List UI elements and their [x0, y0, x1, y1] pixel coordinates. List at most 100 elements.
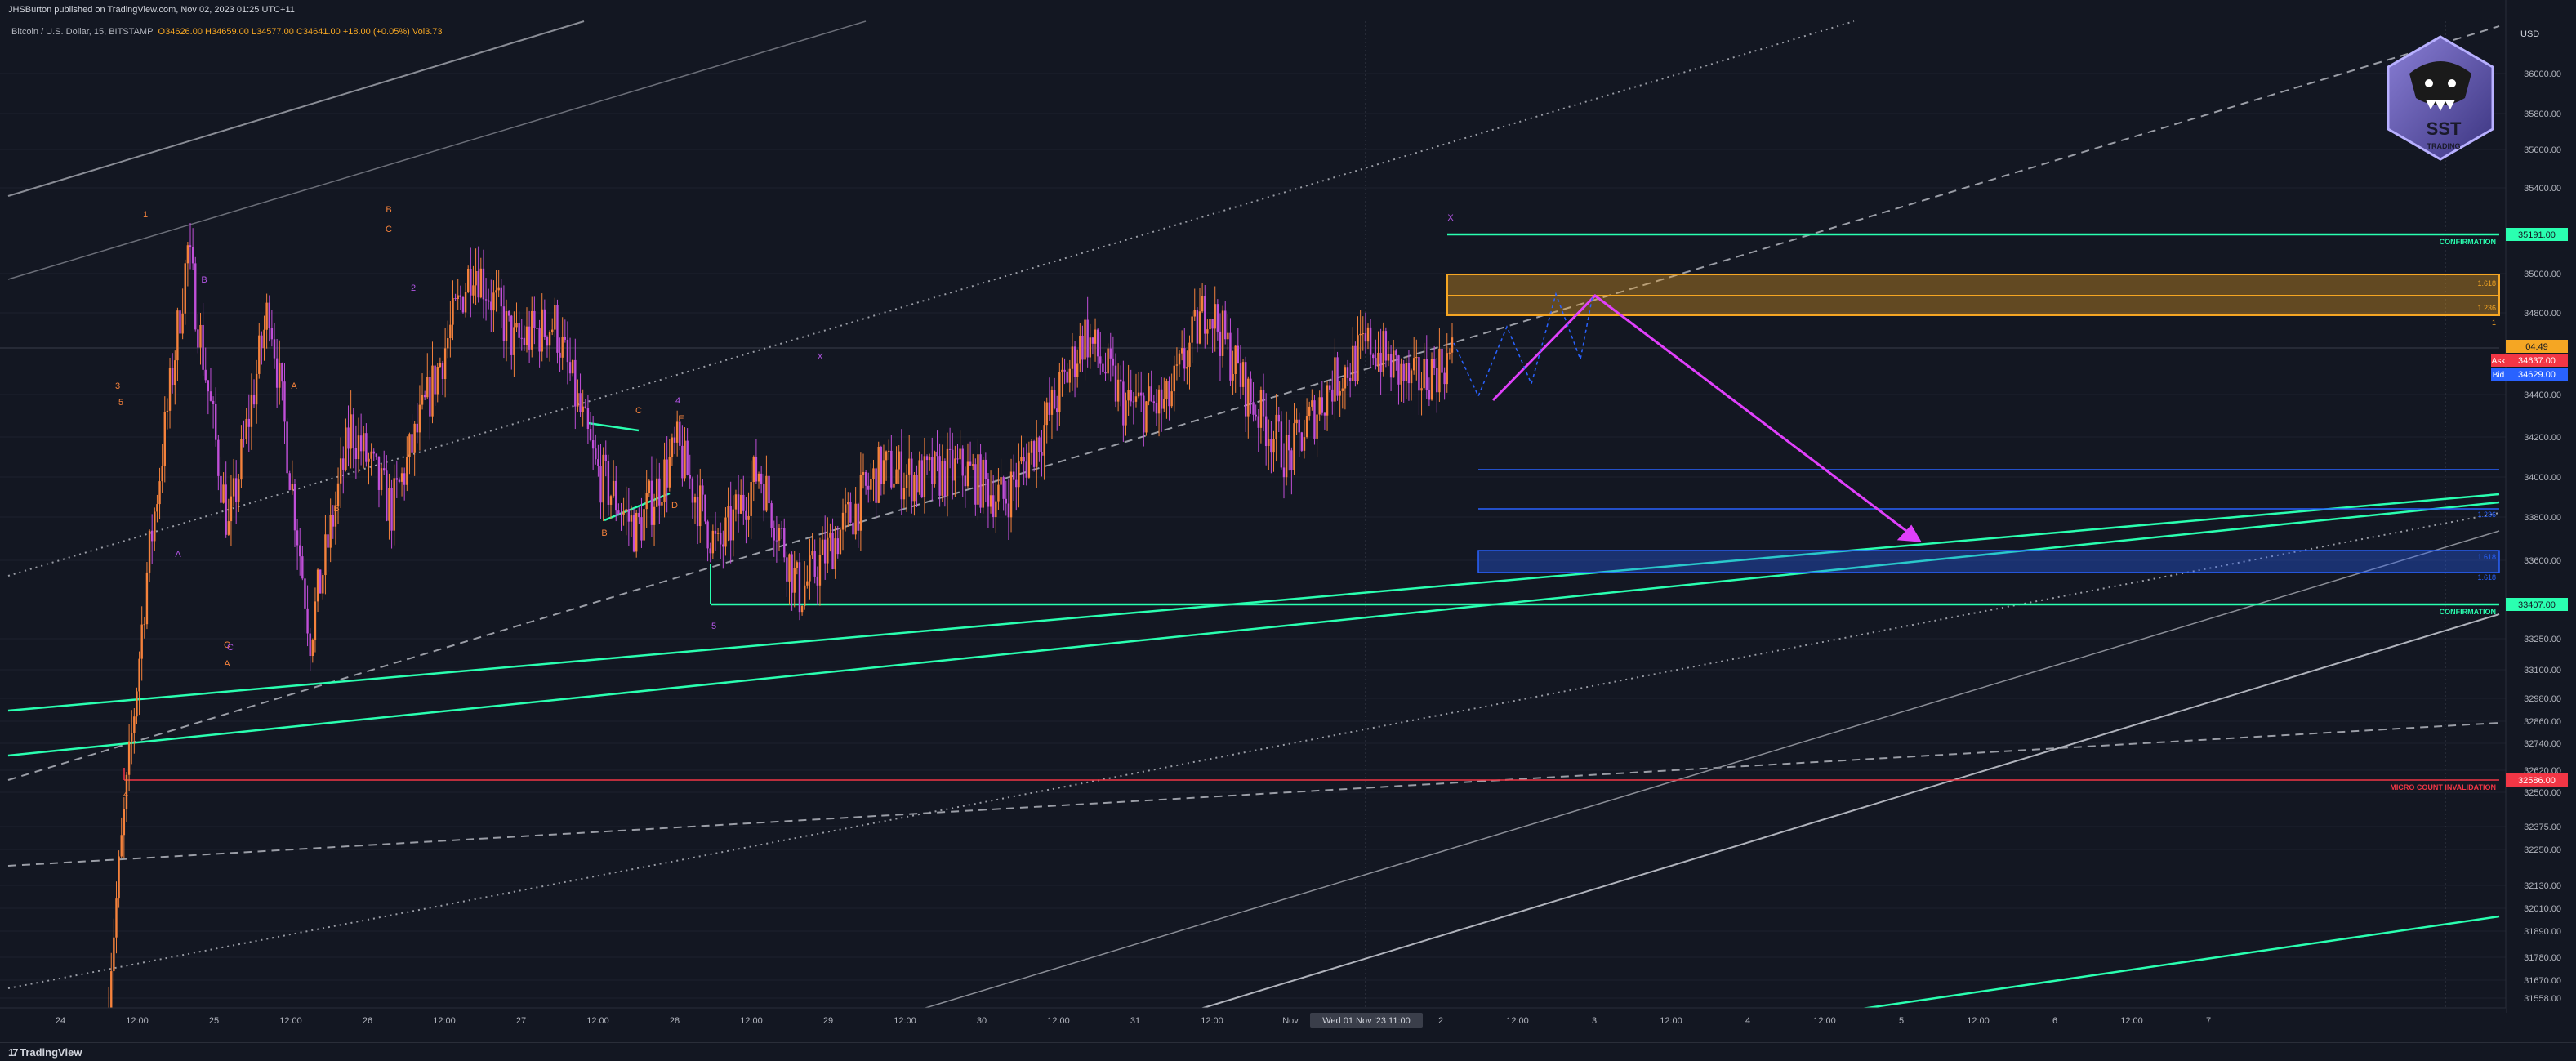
candle-body: [969, 461, 972, 466]
candle-body: [209, 391, 212, 401]
candle-body: [1303, 437, 1306, 451]
candle-body: [1244, 362, 1247, 417]
price-badge-label: 34637.00: [2518, 356, 2556, 366]
candle-body: [434, 365, 436, 395]
candle-body: [538, 328, 541, 352]
candle-body: [510, 315, 513, 355]
candle-body: [336, 483, 340, 506]
candle-body: [599, 466, 602, 503]
candle-body: [1157, 389, 1161, 414]
candle-body: [418, 404, 421, 433]
candle-body: [974, 464, 977, 505]
candle-body: [1165, 381, 1168, 399]
candle-body: [1053, 390, 1056, 409]
candle-body: [568, 362, 572, 374]
candle-body: [1264, 416, 1268, 447]
candle-body: [574, 359, 577, 407]
candle-body: [760, 473, 763, 484]
candle-body: [918, 460, 920, 493]
crosshair-time-label: Wed 01 Nov '23 11:00: [1322, 1016, 1411, 1026]
wave-label: B: [333, 504, 339, 514]
candle-body: [1094, 329, 1097, 344]
candle-body: [1331, 389, 1334, 402]
candle-body: [643, 509, 645, 541]
price-tick-label: 31670.00: [2524, 976, 2561, 986]
candle-body: [827, 537, 829, 564]
price-badge: Ask 34637.00: [2491, 354, 2568, 367]
candle-body: [666, 459, 668, 488]
candle-body: [265, 302, 268, 330]
time-tick-label: 28: [670, 1016, 680, 1026]
candle-body: [1018, 461, 1020, 488]
price-badge-bg: [2506, 354, 2568, 367]
price-tick-label: 32740.00: [2524, 739, 2561, 749]
candle-body: [359, 435, 363, 452]
candle-body: [943, 461, 947, 497]
projection-arrow: [1491, 294, 1922, 542]
candle-body: [1201, 296, 1204, 312]
candle-body: [1384, 331, 1388, 361]
candle-body: [1099, 356, 1102, 364]
candle-body: [1145, 401, 1148, 433]
candle-body: [551, 329, 554, 333]
candle-body: [720, 532, 722, 545]
candle-body: [888, 450, 890, 452]
candle-body: [261, 335, 263, 349]
candle-body: [1120, 379, 1122, 382]
time-tick-label: 29: [823, 1016, 833, 1026]
candle-body: [145, 572, 149, 625]
candle-body: [584, 406, 586, 408]
candle-body: [928, 457, 931, 461]
candle-body: [806, 581, 809, 586]
footer-logo-text: TradingView: [20, 1046, 82, 1059]
candle-body: [168, 368, 172, 411]
candle-body: [620, 514, 622, 515]
price-tick-label: 34200.00: [2524, 433, 2561, 443]
candle-body: [640, 517, 643, 541]
symbol-legend[interactable]: Bitcoin / U.S. Dollar, 15, BITSTAMP O346…: [11, 27, 443, 37]
candle-body: [765, 475, 768, 511]
candle-body: [1252, 402, 1255, 415]
candle-body: [1377, 352, 1379, 367]
candle-body: [875, 468, 877, 503]
candle-body: [1448, 352, 1451, 354]
candle-body: [706, 521, 709, 549]
candle-body: [495, 290, 497, 293]
candle-body: [1127, 390, 1130, 401]
candle-body: [370, 451, 372, 459]
price-tick-label: 33250.00: [2524, 635, 2561, 644]
candle-body: [1043, 425, 1045, 456]
candle-body: [1058, 372, 1061, 413]
candle-body: [724, 517, 727, 547]
tradingview-logo[interactable]: 17 TradingView: [8, 1046, 82, 1059]
candle-body: [1359, 333, 1362, 336]
candle-body: [1402, 363, 1405, 381]
candle-body: [1241, 362, 1245, 387]
candle-body: [905, 474, 908, 488]
candle-body: [1410, 370, 1413, 384]
price-tick-label: 33800.00: [2524, 513, 2561, 523]
time-tick-label: 12:00: [2120, 1016, 2143, 1026]
price-badge: 33407.00: [2506, 598, 2568, 611]
candle-body: [115, 898, 118, 938]
candle-body: [1002, 477, 1005, 499]
candle-body: [722, 544, 724, 547]
price-candles: [107, 223, 1454, 1023]
candle-body: [470, 268, 472, 296]
candle-body: [931, 457, 934, 484]
candle-body: [286, 421, 288, 474]
candle-body: [689, 475, 691, 479]
price-badge-bg: [2506, 773, 2568, 787]
candle-body: [158, 481, 161, 505]
price-tick-label: 32860.00: [2524, 717, 2561, 727]
candle-body: [979, 454, 982, 508]
candle-body: [1379, 352, 1382, 372]
candle-body: [763, 484, 765, 511]
time-tick-label: 12:00: [1201, 1016, 1223, 1026]
candle-body: [449, 324, 452, 339]
candle-body: [1216, 304, 1219, 332]
candle-body: [1415, 357, 1418, 359]
candle-body: [796, 562, 799, 568]
candle-body: [1372, 354, 1375, 359]
